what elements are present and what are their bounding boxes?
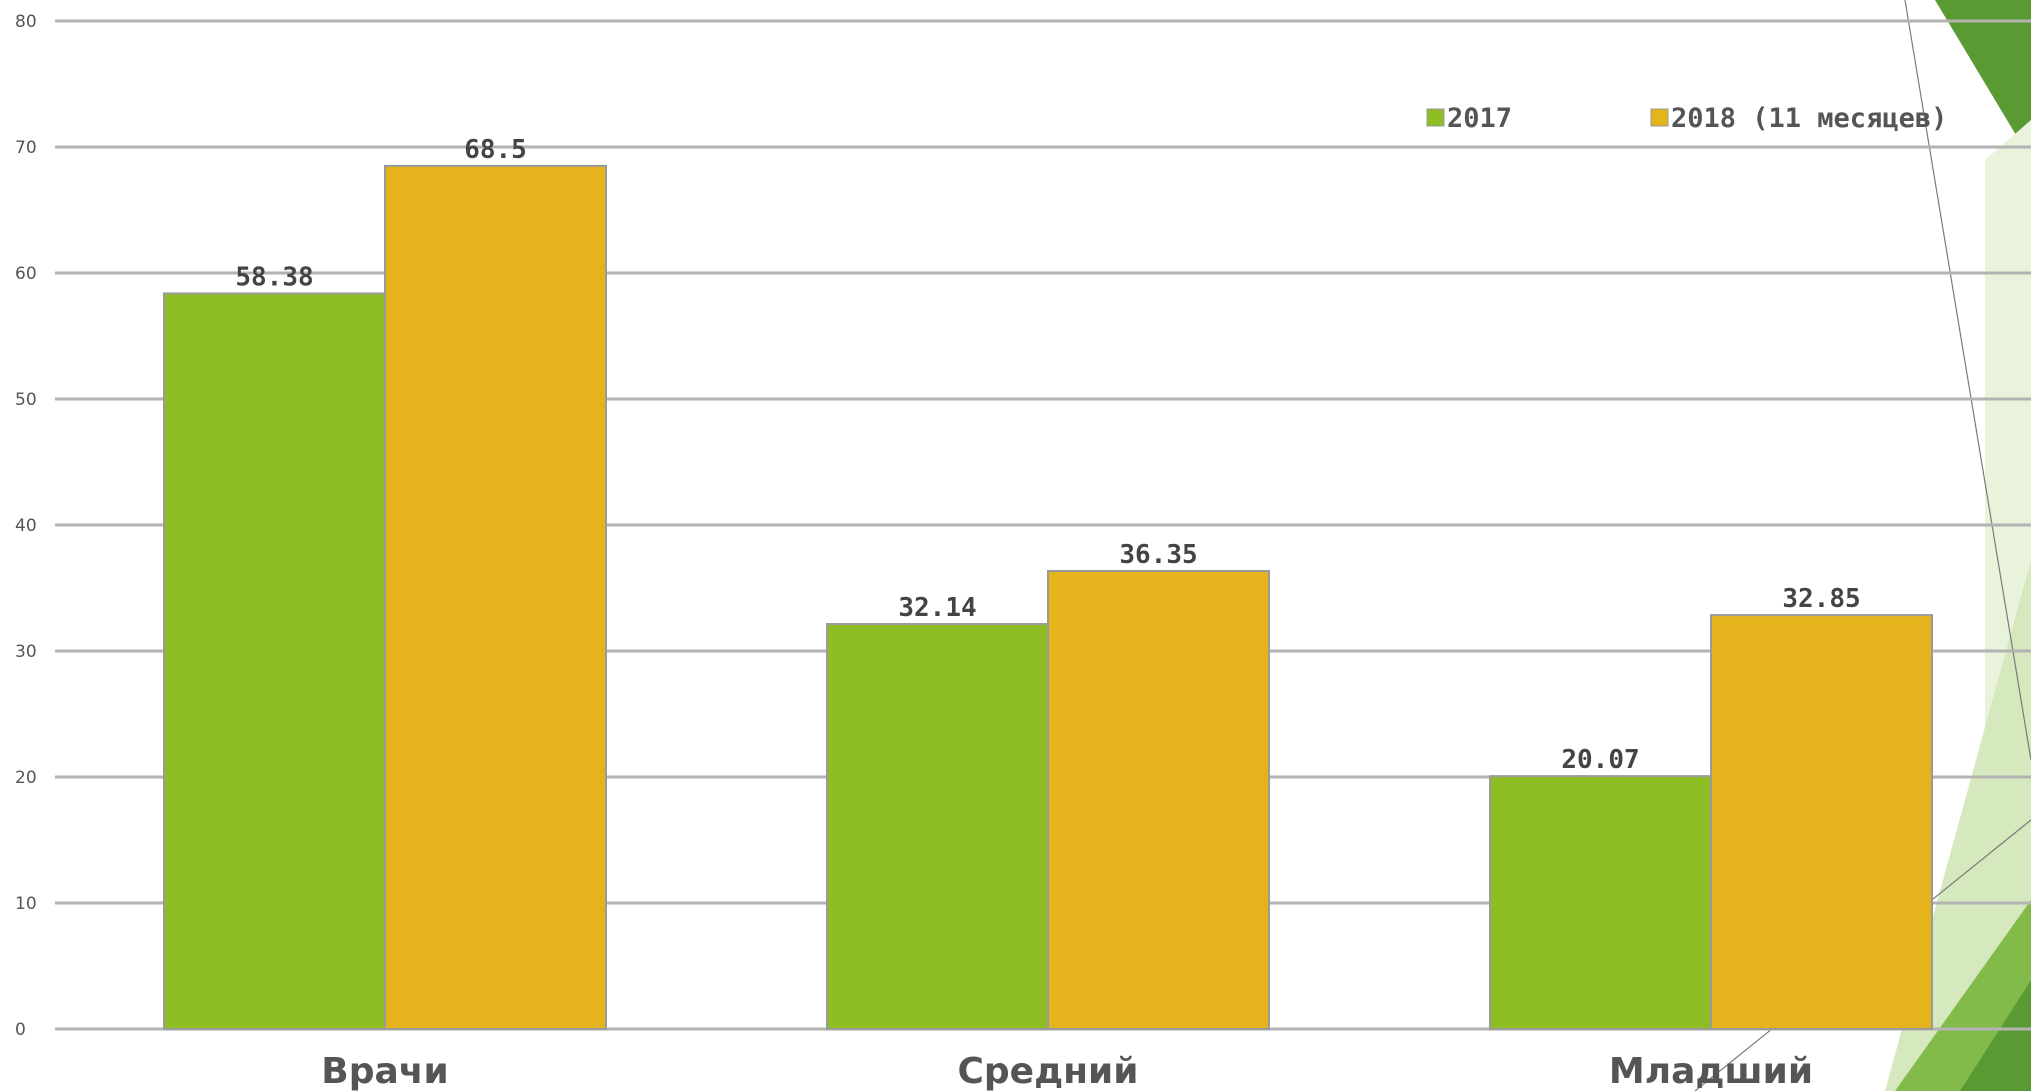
data-label: 36.35 xyxy=(1119,540,1197,570)
bar-2017-Врачи xyxy=(163,292,386,1030)
legend-swatch xyxy=(1426,108,1445,127)
bar-2018-Средний xyxy=(1047,569,1270,1030)
data-label: 32.85 xyxy=(1782,584,1860,614)
bar-2017-Младший xyxy=(1489,775,1712,1030)
data-label: 20.07 xyxy=(1561,745,1639,775)
legend: 2017 2018 (11 месяцев) xyxy=(1426,103,1947,134)
y-tick-label: 20 xyxy=(15,768,37,788)
y-tick-label: 50 xyxy=(15,390,37,410)
decor-triangle-top xyxy=(1935,0,2031,160)
legend-swatch xyxy=(1650,108,1669,127)
decor-triangle-bottom-dark xyxy=(1960,980,2031,1091)
data-label: 68.5 xyxy=(464,135,527,165)
legend-label: 2018 (11 месяцев) xyxy=(1671,103,1947,134)
decor-line-1 xyxy=(1904,0,2031,761)
y-tick-label: 0 xyxy=(15,1020,26,1040)
y-tick-label: 80 xyxy=(15,12,37,32)
y-tick-label: 30 xyxy=(15,642,37,662)
data-label: 32.14 xyxy=(898,593,976,623)
y-axis-ticks: 0 10 20 30 40 50 60 70 80 xyxy=(15,12,37,1040)
data-label: 58.38 xyxy=(235,262,313,292)
bar-2018-Младший xyxy=(1710,614,1933,1031)
y-tick-label: 40 xyxy=(15,516,37,536)
legend-label: 2017 xyxy=(1447,103,1512,134)
y-tick-label: 60 xyxy=(15,264,37,284)
y-tick-label: 70 xyxy=(15,138,37,158)
x-axis-categories: Врачи Средний Младший xyxy=(321,1051,1813,1091)
y-tick-label: 10 xyxy=(15,894,37,914)
data-labels: 58.38 32.14 20.07 68.5 36.35 32.85 xyxy=(235,135,1860,775)
bar-2018-Врачи xyxy=(384,164,607,1030)
bar-2017-Средний xyxy=(826,623,1049,1030)
x-category-label: Врачи xyxy=(321,1051,448,1091)
x-category-label: Средний xyxy=(957,1051,1138,1091)
x-category-label: Младший xyxy=(1609,1051,1813,1091)
bars xyxy=(163,164,1933,1031)
